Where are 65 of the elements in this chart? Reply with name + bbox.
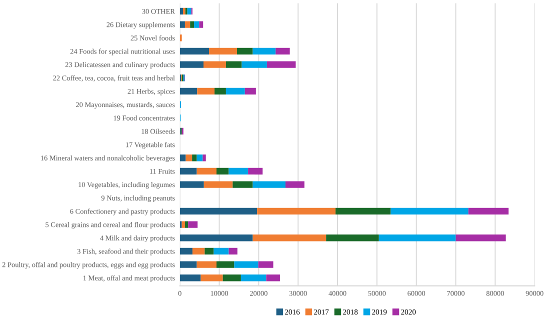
bar [196, 168, 217, 175]
bar [188, 221, 198, 228]
bar [232, 181, 253, 188]
bar [180, 8, 184, 15]
bar [244, 88, 256, 95]
bar [216, 168, 229, 175]
bar [326, 234, 379, 242]
bar [180, 208, 258, 215]
bar [285, 181, 304, 188]
bar [180, 261, 197, 268]
bar [378, 234, 456, 242]
bar [180, 168, 197, 175]
bar [252, 181, 286, 188]
bar [184, 221, 188, 228]
bar [199, 21, 204, 28]
bar [228, 168, 248, 175]
bar [276, 48, 290, 55]
bar [190, 21, 194, 28]
bar [196, 154, 203, 162]
bar [226, 61, 242, 68]
bar [180, 154, 186, 162]
bar [266, 61, 296, 68]
bar [200, 274, 223, 282]
bar [180, 88, 198, 95]
bar [468, 208, 509, 215]
bar [226, 88, 245, 95]
bar [180, 21, 185, 28]
bar [214, 88, 226, 95]
bar [184, 21, 190, 28]
bar [242, 61, 267, 68]
bar [234, 261, 258, 268]
bar [180, 234, 253, 242]
bar [248, 168, 263, 175]
bar [180, 48, 210, 55]
bar [336, 208, 391, 215]
bar [214, 248, 229, 255]
bar [192, 248, 205, 255]
bar [187, 8, 192, 15]
bar [180, 274, 201, 282]
bar [202, 154, 206, 162]
bar [257, 208, 336, 215]
bar [180, 248, 192, 255]
bar [204, 61, 226, 68]
bar [252, 234, 326, 242]
bar [180, 181, 204, 188]
bar [204, 181, 233, 188]
bar [186, 154, 192, 162]
bar [204, 248, 214, 255]
bar [180, 61, 204, 68]
bar [197, 88, 215, 95]
bar [390, 208, 468, 215]
bar [228, 248, 238, 255]
bar [182, 221, 185, 228]
bar [196, 261, 217, 268]
bar [252, 48, 276, 55]
bar [456, 234, 506, 242]
bar [240, 274, 266, 282]
bar [222, 274, 241, 282]
bar [258, 261, 274, 268]
bar [237, 48, 253, 55]
bar [209, 48, 238, 55]
bar [194, 21, 200, 28]
bar [192, 154, 197, 162]
bar [266, 274, 280, 282]
bar [216, 261, 234, 268]
